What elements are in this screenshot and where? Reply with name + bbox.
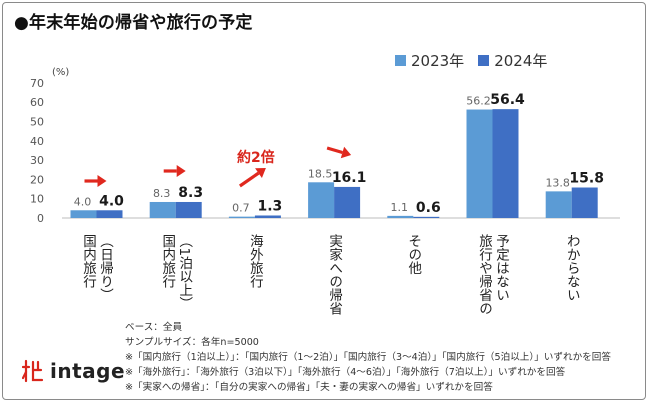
legend-item-2023: 2023年 — [395, 50, 464, 71]
legend-label-2023: 2023年 — [411, 52, 465, 70]
note-sample: サンプルサイズ：各年n=5000 — [125, 337, 259, 348]
y-tick-label: 70 — [30, 77, 44, 90]
y-tick-label: 20 — [30, 173, 44, 186]
x-tick-label: 海外旅行 — [247, 234, 264, 290]
data-label-2024: 1.3 — [257, 198, 282, 214]
x-tick-label: 予定はない — [493, 234, 510, 302]
legend-swatch-2024 — [478, 55, 490, 66]
x-tick-label: （日帰り） — [97, 234, 114, 302]
legend-label-2024: 2024年 — [494, 52, 548, 70]
bar-2023年-2 — [228, 216, 255, 218]
x-tick-label: 実家への帰省 — [326, 234, 343, 316]
legend-swatch-2023 — [395, 55, 406, 66]
note-base: ベース：全員 — [125, 322, 183, 333]
data-label-2023: 1.1 — [391, 201, 409, 214]
intage-logo-text: intage — [50, 359, 126, 383]
y-tick-label: 50 — [30, 116, 44, 129]
y-axis-unit: (%) — [52, 67, 69, 78]
y-tick-label: 0 — [37, 212, 44, 225]
data-label-2023: 56.2 — [466, 95, 491, 108]
bar-2023年-6 — [545, 191, 572, 218]
note-domestic: ※「国内旅行（1泊以上）」：「国内旅行（1～2泊）」「国内旅行（3～4泊）」「国… — [125, 352, 611, 363]
arrow-homecoming-shaft — [326, 146, 343, 155]
data-label-2024: 16.1 — [332, 170, 367, 186]
legend-item-2024: 2024年 — [478, 50, 547, 71]
data-label-2024: 4.0 — [99, 193, 124, 209]
arrow-overseas-head — [255, 168, 266, 179]
bar-2024年-4 — [413, 216, 440, 218]
x-tick-label: 旅行や帰省の — [476, 234, 493, 316]
chart-title: ●年末年始の帰省や旅行の予定 — [14, 13, 253, 33]
data-label-2023: 18.5 — [308, 167, 333, 180]
bar-2024年-3 — [334, 186, 361, 218]
x-tick-label: 国内旅行 — [80, 234, 97, 289]
bar-2024年-1 — [175, 201, 202, 218]
arrow-homecoming-head — [340, 146, 352, 159]
x-tick-label: （1泊以上） — [176, 234, 193, 310]
bar-2024年-5 — [492, 109, 519, 218]
arrow-domestic-night-head — [176, 165, 186, 177]
data-label-2023: 4.0 — [74, 195, 92, 208]
arrow-overseas-shaft — [238, 171, 260, 188]
note-homecoming: ※「実家への帰省」：「自分の実家への帰省」「夫・妻の実家への帰省」いずれかを回答 — [125, 382, 493, 393]
annotation-double: 約2倍 — [237, 149, 275, 166]
data-label-2024: 8.3 — [178, 185, 203, 201]
x-tick-label: わからない — [564, 234, 581, 302]
data-label-2023: 8.3 — [153, 187, 171, 200]
arrow-domestic-day-head — [97, 175, 107, 187]
x-tick-label: その他 — [405, 234, 422, 276]
y-tick-label: 30 — [30, 154, 44, 167]
data-label-2023: 0.7 — [232, 202, 250, 215]
bar-2023年-4 — [387, 215, 414, 218]
bar-2024年-0 — [96, 210, 123, 218]
footnotes: ベース：全員 サンプルサイズ：各年n=5000 ※「国内旅行（1泊以上）」：「国… — [125, 320, 611, 395]
bar-2024年-6 — [571, 187, 598, 218]
bar-2023年-1 — [149, 201, 176, 218]
legend: 2023年 2024年 — [395, 50, 547, 71]
note-overseas: ※「海外旅行」：「海外旅行（3泊以下）」「海外旅行（4～6泊）」「海外旅行（7泊… — [125, 367, 566, 378]
data-label-2024: 0.6 — [416, 200, 441, 216]
bar-2023年-5 — [466, 109, 493, 218]
data-label-2024: 56.4 — [490, 92, 525, 108]
bar-2023年-0 — [70, 210, 97, 218]
intage-logo: intage — [22, 358, 125, 384]
data-label-2023: 13.8 — [545, 176, 570, 189]
x-tick-label: 国内旅行 — [159, 234, 176, 289]
y-tick-label: 10 — [30, 193, 44, 206]
bar-2024年-2 — [254, 215, 281, 218]
y-tick-label: 40 — [30, 135, 44, 148]
bar-2023年-3 — [308, 182, 335, 218]
intage-logo-icon — [22, 359, 44, 383]
data-label-2024: 15.8 — [569, 171, 604, 187]
y-tick-label: 60 — [30, 96, 44, 109]
